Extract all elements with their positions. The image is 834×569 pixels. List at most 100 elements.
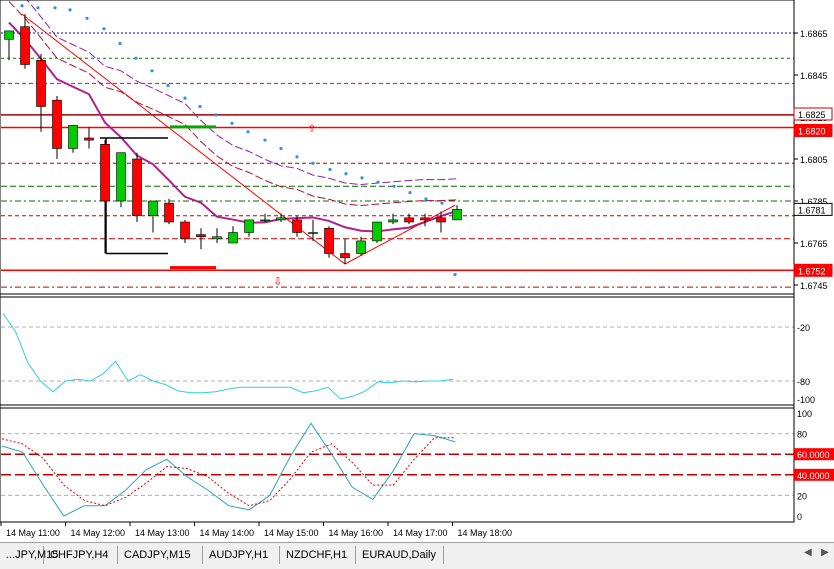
bearish-candle [20,26,30,65]
bearish-candle [340,253,350,258]
scroll-left-icon[interactable]: ◀ [804,547,812,558]
bullish-candle [372,221,382,242]
wpr-axis-label: -20 [797,323,810,333]
time-tick-label: 14 May 16:00 [329,528,384,538]
plot-frame [0,0,795,523]
price-label-text: 1.6781 [798,205,826,215]
sar-dot [68,8,72,12]
bullish-candle [388,219,398,223]
time-axis: 14 May 11:00 14 May 12:00 14 May 13:00 14 M… [0,522,512,538]
sar-dot [102,27,106,31]
resistance-marker [170,266,216,270]
bearish-candle [164,202,174,223]
price-label-box [793,124,833,137]
bullish-candle [276,217,286,221]
bearish-candle [420,217,430,221]
sar-dot [360,176,364,180]
time-tick-label: 14 May 14:00 [200,528,255,538]
stoch-level-label: 40.0000 [797,471,830,481]
scroll-right-icon[interactable]: ▶ [821,547,829,558]
sar-dot [20,4,24,8]
price-tick-label: 1.6845 [800,71,828,81]
bearish-candle [36,59,46,107]
bearish-candle [436,217,446,223]
sar-dot [392,184,396,188]
sar-dot [230,121,234,125]
wpr-line [2,313,454,400]
price-label-box [793,107,833,121]
stochastic-panel [1,422,794,517]
sar-dot [279,146,283,151]
price-label-text: 1.6825 [798,110,826,120]
up-arrow-icon: ⇧ [308,124,316,135]
tab-nzdchf-h1[interactable]: NZDCHF,H1 [280,546,356,564]
time-tick-label: 14 May 13:00 [135,528,190,538]
sar-dot [424,197,428,201]
bearish-candle [292,219,302,233]
sar-dot [440,201,444,205]
price-axis: 1.6865 1.6845 1.6825 1.6805 1.6785 1.6765 1.67… [0,0,834,523]
price-tick-label: 1.6785 [800,197,828,207]
sar-dot [246,130,250,134]
sar-dot [85,16,89,20]
sar-dot [453,272,457,277]
stoch-axis-label: 20 [797,491,807,501]
price-label-box [793,202,833,216]
price-tick-label: 1.6745 [800,281,828,291]
price-tick-label: 1.6805 [800,155,828,165]
stoch-axis-label: 0 [797,512,802,522]
wpr-axis-label: -100 [797,395,815,405]
stoch-main-line [1,422,456,517]
sar-dot [263,138,267,142]
moving-average-slow-line [8,1,458,207]
sar-dot [376,180,380,184]
bearish-candle [84,137,94,141]
sar-dot [214,113,218,117]
price-tick-label: 1.6765 [800,239,828,249]
sar-dot [311,161,315,165]
bearish-candle [132,158,142,217]
time-tick-label: 14 May 11:00 [6,528,60,538]
bearish-candle [180,221,190,240]
stoch-level-label: 60.0000 [797,450,830,460]
sar-dot [36,6,40,10]
tab-jpy-m15[interactable]: ...JPY,M15 [0,546,58,564]
bearish-candle [196,234,206,238]
bullish-candle [244,219,254,233]
price-label-box [793,263,833,277]
wpr-axis-label: -80 [797,377,810,387]
tab-cadjpy-m15[interactable]: CADJPY,M15 [118,546,203,564]
sar-dot [344,172,348,176]
bullish-candle [356,240,366,254]
bullish-candle [148,200,158,216]
time-tick-label: 14 May 17:00 [393,528,448,538]
bearish-candle [324,228,334,254]
bearish-candle [52,99,62,149]
time-tick-label: 14 May 12:00 [71,528,126,538]
price-tick-label: 1.6865 [800,29,828,39]
price-label-text: 1.6752 [798,266,826,276]
envelope-upper-line [26,0,458,186]
chart-tab-bar: ...JPY,M15 CHFJPY,H4 CADJPY,M15 AUDJPY,H… [0,542,834,569]
sar-dot [408,191,412,195]
bearish-candle [404,217,414,223]
bullish-candle [260,219,270,222]
tab-audjpy-h1[interactable]: AUDJPY,H1 [203,546,280,564]
stoch-signal-line [1,437,456,507]
tab-euraud-daily[interactable]: EURAUD,Daily [356,546,444,564]
time-tick-label: 14 May 15:00 [264,528,319,538]
sar-dot [150,69,154,73]
sar-dot [328,167,332,172]
chart-area[interactable]: ⇩⇧ 1.68651.68451.68251.68051.67851.67651… [0,0,834,542]
sar-dot [198,104,202,109]
bullish-candle [4,30,14,40]
bearish-candle [100,144,110,202]
sar-dot [53,6,57,10]
moving-average-line [8,21,458,233]
down-arrow-icon: ⇩ [273,276,282,288]
tab-chfjpy-h4[interactable]: CHFJPY,H4 [44,546,118,564]
bullish-candle [68,125,78,149]
price-label-text: 1.6820 [798,127,826,137]
stoch-level-label-box [794,448,834,461]
main-price-panel: ⇩⇧ [1,0,794,288]
